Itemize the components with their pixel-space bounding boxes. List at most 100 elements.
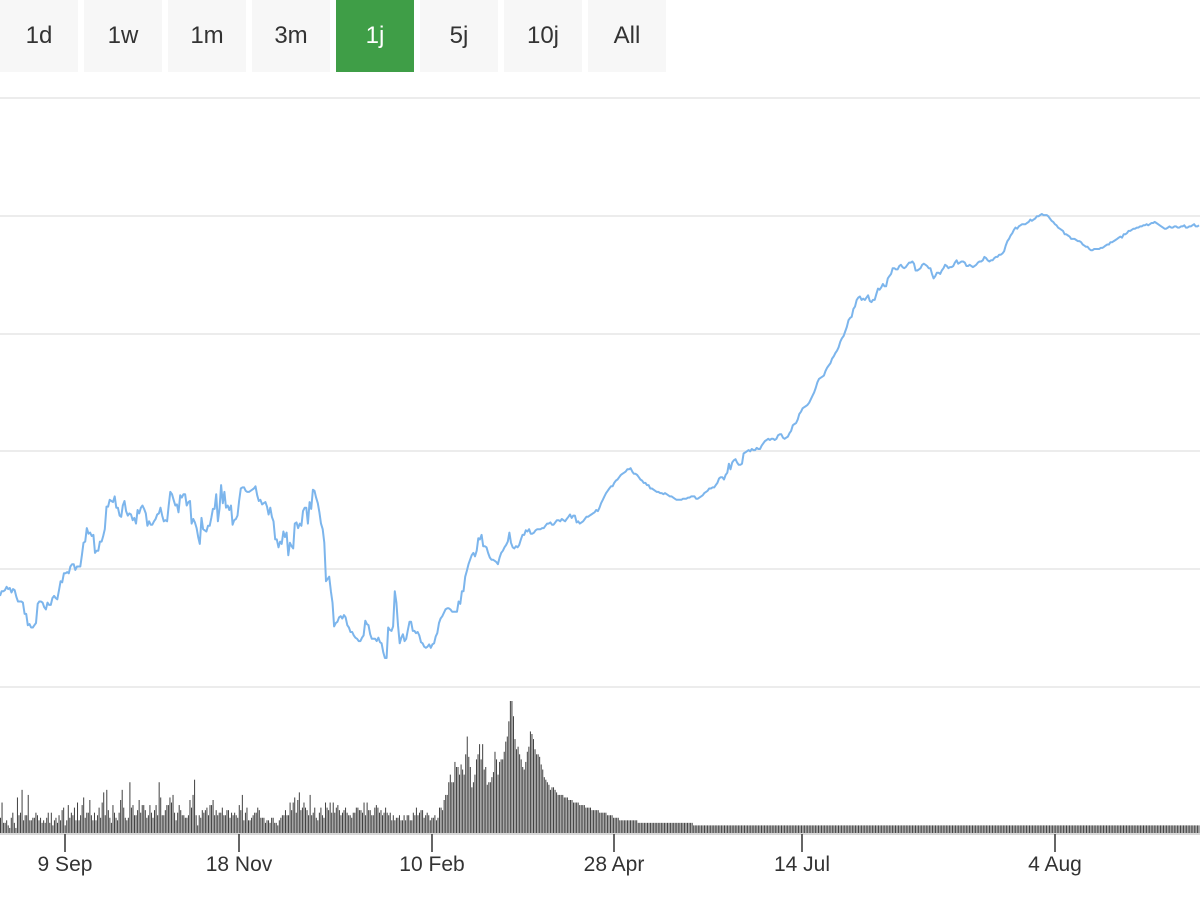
range-button-1j[interactable]: 1j	[336, 0, 414, 72]
volume-bar	[143, 805, 145, 833]
volume-bar	[341, 812, 343, 833]
volume-bar	[161, 815, 163, 833]
volume-bar	[107, 810, 109, 833]
volume-bar	[377, 807, 379, 833]
volume-bar	[297, 800, 299, 833]
volume-bar	[257, 807, 259, 833]
range-button-1d[interactable]: 1d	[0, 0, 78, 72]
volume-bar	[338, 810, 340, 833]
volume-bar	[851, 825, 853, 833]
volume-bar	[434, 815, 436, 833]
volume-bar	[793, 825, 795, 833]
volume-bar	[354, 812, 356, 833]
volume-bar	[419, 812, 420, 833]
volume-bar	[542, 769, 544, 833]
volume-bar	[1196, 825, 1198, 833]
volume-bar	[1061, 825, 1063, 833]
volume-bar	[289, 802, 291, 833]
volume-bar	[693, 825, 695, 833]
x-tick-label: 10 Feb	[399, 853, 464, 876]
volume-bar	[511, 701, 513, 833]
volume-bar	[345, 807, 347, 833]
volume-bar	[593, 810, 595, 833]
volume-bar	[1047, 825, 1049, 833]
volume-bar	[77, 802, 79, 833]
volume-bar	[724, 825, 726, 833]
volume-bar	[654, 822, 656, 833]
volume-bar	[98, 807, 100, 833]
volume-bar	[662, 822, 664, 833]
volume-bar	[69, 817, 71, 833]
volume-bar	[725, 825, 727, 833]
volume-bar	[961, 825, 963, 833]
volume-bar	[579, 805, 581, 833]
volume-bar	[1027, 825, 1029, 833]
volume-bar	[312, 812, 314, 833]
volume-bar	[573, 802, 575, 833]
volume-bar	[70, 812, 72, 833]
volume-bar	[687, 822, 689, 833]
volume-bar	[429, 820, 431, 833]
volume-bar	[294, 797, 296, 833]
volume-bar	[1143, 825, 1144, 833]
range-button-10j[interactable]: 10j	[504, 0, 582, 72]
volume-bar	[215, 810, 217, 833]
volume-bar	[1167, 825, 1169, 833]
volume-bar	[1032, 825, 1034, 833]
volume-bar	[44, 822, 46, 833]
volume-bar	[1121, 825, 1123, 833]
volume-bar	[1056, 825, 1058, 833]
volume-bar	[554, 789, 556, 833]
volume-bar	[981, 825, 983, 833]
volume-bar	[237, 817, 239, 833]
volume-bar	[520, 759, 522, 833]
volume-bar	[334, 812, 336, 833]
volume-bar	[352, 812, 354, 833]
volume-bar	[1161, 825, 1163, 833]
volume-bar	[15, 827, 17, 833]
volume-bar	[915, 825, 917, 833]
volume-bar	[599, 812, 601, 833]
volume-bar	[1078, 825, 1080, 833]
volume-bar	[833, 825, 835, 833]
volume-bar	[278, 820, 280, 833]
volume-bar	[845, 825, 847, 833]
volume-bar	[355, 807, 357, 833]
range-button-5j[interactable]: 5j	[420, 0, 498, 72]
volume-bar	[309, 794, 311, 833]
volume-bar	[462, 769, 464, 833]
volume-bar	[29, 820, 31, 833]
volume-bar	[529, 731, 531, 833]
volume-bar	[760, 825, 762, 833]
volume-bar	[314, 807, 316, 833]
range-button-All[interactable]: All	[588, 0, 666, 72]
volume-bar	[531, 734, 533, 833]
volume-bar	[517, 746, 519, 833]
volume-bar	[756, 825, 758, 833]
volume-bar	[266, 820, 268, 833]
volume-bar	[651, 822, 653, 833]
volume-bar	[526, 751, 528, 833]
volume-bar	[209, 805, 211, 833]
volume-bar	[819, 825, 821, 833]
volume-bar	[817, 825, 819, 833]
volume-bar	[1139, 825, 1141, 833]
volume-bar	[825, 825, 827, 833]
volume-bar	[385, 807, 387, 833]
volume-bar	[838, 825, 839, 833]
volume-bar	[560, 794, 562, 833]
range-button-1w[interactable]: 1w	[84, 0, 162, 72]
volume-bar	[987, 825, 989, 833]
volume-bar	[1175, 825, 1177, 833]
volume-bar	[688, 822, 690, 833]
volume-bar	[1013, 825, 1015, 833]
volume-bar	[1045, 825, 1047, 833]
volume-bar	[420, 810, 422, 833]
volume-bar	[372, 815, 374, 833]
range-button-3m[interactable]: 3m	[252, 0, 330, 72]
range-button-1m[interactable]: 1m	[168, 0, 246, 72]
volume-bar	[397, 817, 399, 833]
volume-bar	[189, 800, 191, 833]
volume-bar	[241, 794, 243, 833]
volume-bar	[1133, 825, 1135, 833]
